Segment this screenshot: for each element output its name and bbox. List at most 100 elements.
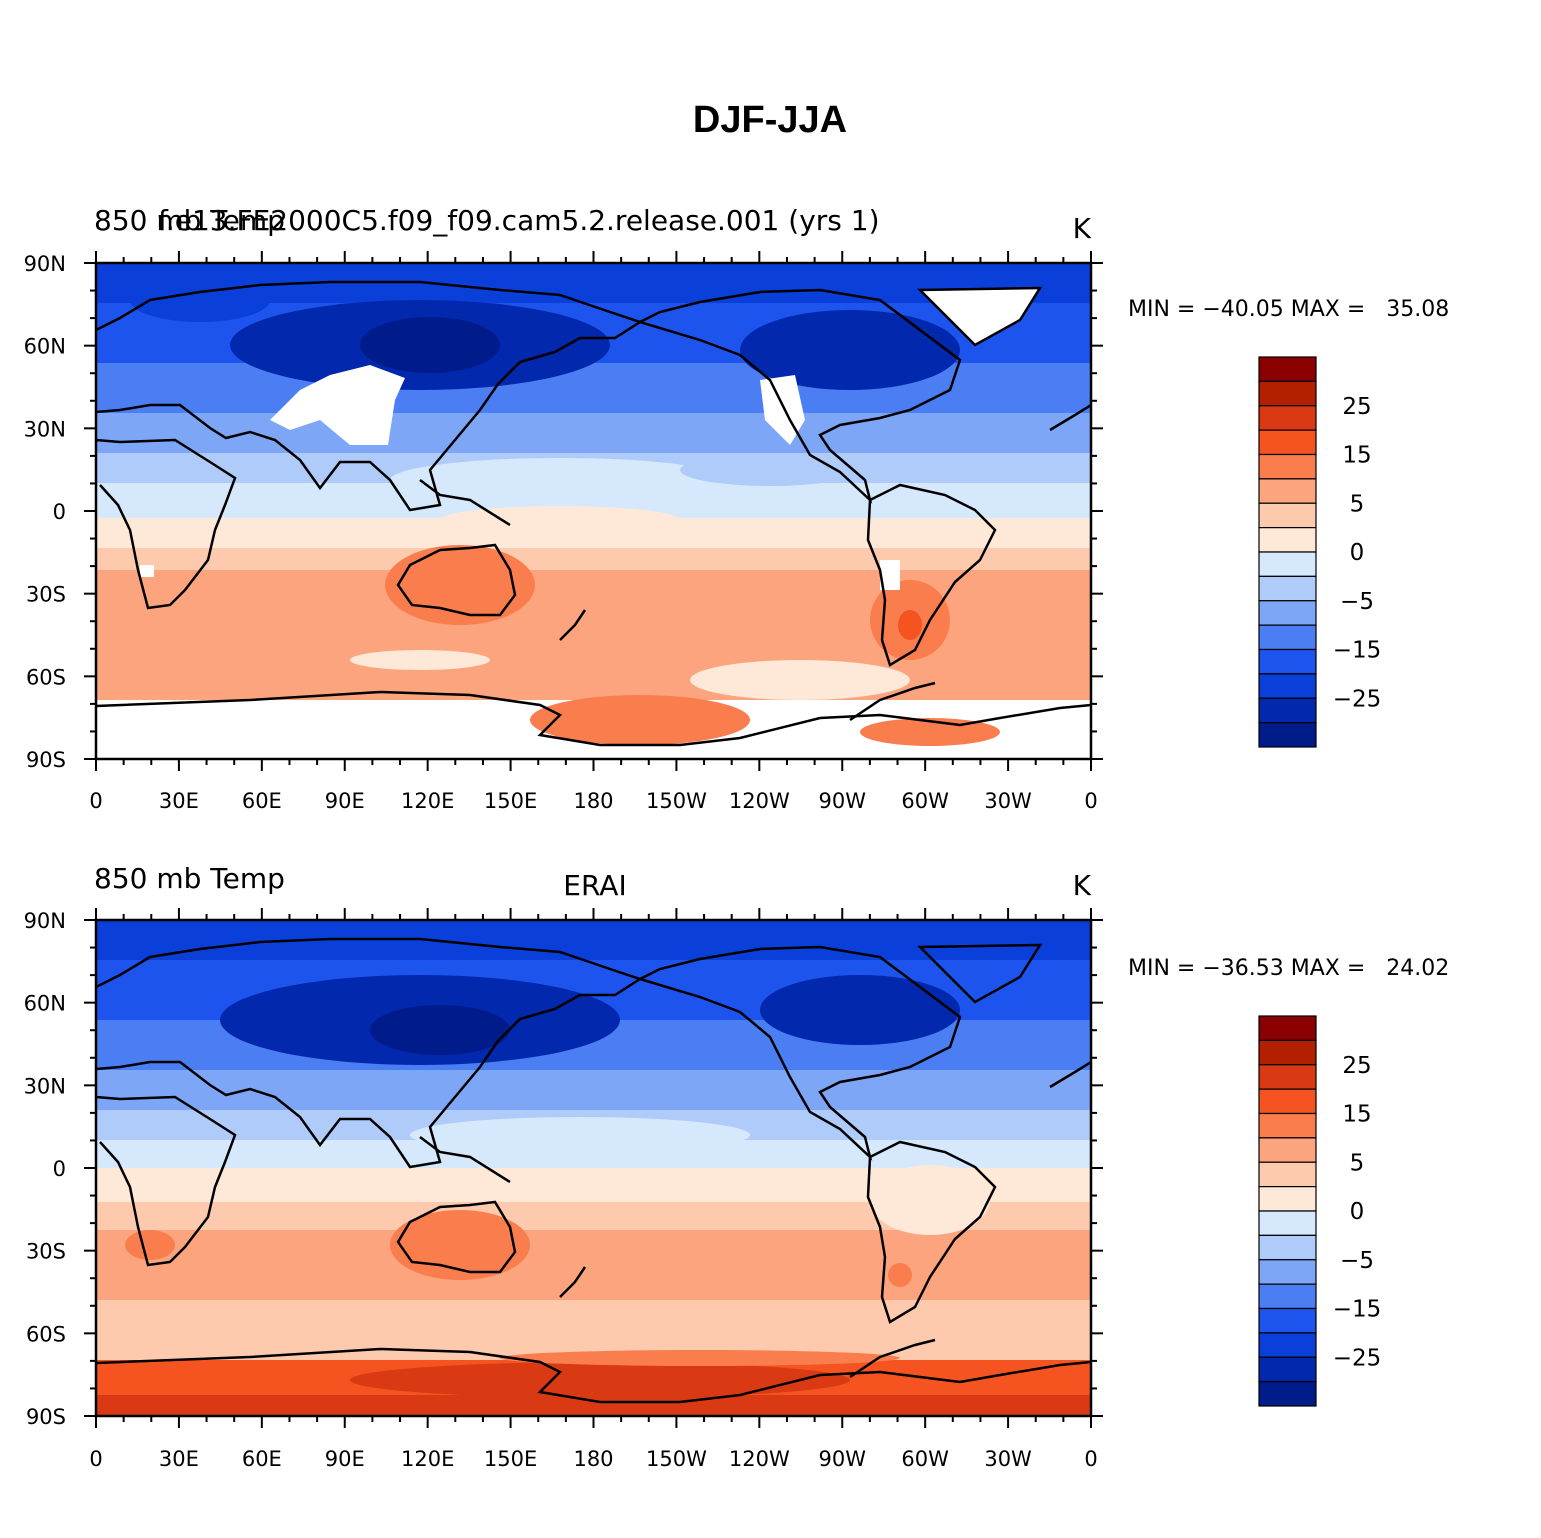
colorbar-swatch [1258, 1210, 1317, 1236]
panel-obs-lat-labels: 90N 60N 30N 0 30S 60S 90S [24, 909, 66, 1429]
lon-tick-label: 150W [646, 1447, 707, 1471]
lon-tick-label: 150E [484, 789, 537, 813]
lon-tick-label: 180 [573, 1447, 613, 1471]
lat-tick-label: 30N [24, 417, 66, 441]
panel-model-left-label: 850 mb Temp [94, 204, 285, 237]
colorbar-swatch [1258, 551, 1317, 577]
colorbar-swatch [1258, 1307, 1317, 1334]
colorbar-label: 5 [1350, 491, 1365, 517]
colorbar-swatch [1258, 1088, 1317, 1115]
lon-tick-label: 90E [325, 1447, 365, 1471]
lat-tick-label: 60S [26, 665, 66, 689]
panel-model-lat-labels: 90N 60N 30N 0 30S 60S 90S [24, 252, 66, 772]
colorbar-label: 5 [1350, 1150, 1365, 1176]
colorbar-swatch [1258, 722, 1317, 748]
lon-tick-label: 120E [401, 789, 454, 813]
panel-model-center-label: f.e13.FE2000C5.f09_f09.cam5.2.release.00… [158, 204, 880, 237]
colorbar-label: −5 [1340, 1248, 1374, 1274]
panel-obs-center-label: ERAI [563, 869, 626, 902]
colorbar-swatch [1258, 648, 1317, 675]
colorbar-swatch [1258, 1283, 1317, 1310]
panel-model-units: K [1073, 212, 1092, 245]
colorbar-swatch [1258, 624, 1317, 651]
lat-tick-label: 30N [24, 1074, 66, 1098]
colorbar-swatch [1258, 1356, 1317, 1383]
colorbar-swatch [1258, 1064, 1317, 1090]
panel-obs-coastlines [96, 937, 1091, 1404]
lon-tick-label: 0 [1084, 789, 1097, 813]
panel-obs-colorbar: 25 15 5 0 −5 −15 −25 [1258, 1015, 1382, 1407]
lat-tick-label: 90N [24, 909, 66, 933]
panel-model-min-max: MIN = −40.05 MAX = 35.08 [1128, 297, 1449, 322]
colorbar-swatch [1258, 1039, 1317, 1066]
lat-tick-label: 0 [53, 500, 66, 524]
lon-tick-label: 90E [325, 789, 365, 813]
lon-tick-label: 0 [89, 789, 102, 813]
lat-tick-label: 90N [24, 252, 66, 276]
panel-obs-units: K [1073, 869, 1092, 902]
lon-tick-label: 0 [89, 1447, 102, 1471]
lon-tick-label: 90W [819, 789, 867, 813]
lon-tick-label: 150W [646, 789, 707, 813]
panel-obs: 850 mb Temp ERAI K [24, 862, 1450, 1471]
panel-model-field [96, 263, 1091, 759]
lon-tick-label: 60E [242, 1447, 282, 1471]
lat-tick-label: 90S [26, 748, 66, 772]
colorbar-swatch [1258, 697, 1317, 724]
lon-tick-label: 30W [984, 789, 1032, 813]
lat-tick-label: 90S [26, 1405, 66, 1429]
lon-tick-label: 30E [159, 789, 199, 813]
lon-tick-label: 60W [901, 1447, 949, 1471]
colorbar-swatch [1258, 478, 1317, 504]
lat-tick-label: 60N [24, 335, 66, 359]
colorbar-label: 0 [1350, 540, 1365, 566]
lon-tick-label: 120W [729, 789, 790, 813]
colorbar-swatch [1258, 1186, 1317, 1212]
panel-model: 850 mb Temp f.e13.FE2000C5.f09_f09.cam5.… [24, 204, 1450, 813]
lon-tick-label: 30W [984, 1447, 1032, 1471]
colorbar-swatch [1258, 575, 1317, 602]
colorbar-swatch [1258, 527, 1317, 553]
panel-obs-lon-labels: 0 30E 60E 90E 120E 150E 180 150W 120W 90W 60W 30W 0 [89, 1447, 1097, 1471]
colorbar-swatch [1258, 1161, 1317, 1188]
colorbar-swatch [1258, 453, 1317, 480]
colorbar-swatch [1258, 1381, 1317, 1407]
colorbar-swatch [1258, 1137, 1317, 1163]
colorbar-label: −5 [1340, 589, 1374, 615]
colorbar-swatch [1258, 600, 1317, 626]
panel-obs-ticks [84, 908, 1103, 1428]
panel-model-ticks [84, 251, 1103, 771]
lat-tick-label: 60S [26, 1322, 66, 1346]
colorbar-label: 25 [1342, 1053, 1371, 1079]
lon-tick-label: 30E [159, 1447, 199, 1471]
panel-model-coastlines [96, 280, 1091, 747]
colorbar-swatch [1258, 356, 1317, 382]
colorbar-label: −15 [1333, 638, 1382, 664]
colorbar-label: 15 [1342, 443, 1371, 469]
panel-model-lon-labels: 0 30E 60E 90E 120E 150E 180 150W 120W 90W 60W 30W 0 [89, 789, 1097, 813]
colorbar-swatch [1258, 1332, 1317, 1358]
colorbar-label: −25 [1333, 686, 1382, 712]
lon-tick-label: 90W [819, 1447, 867, 1471]
colorbar-label: 0 [1350, 1199, 1365, 1225]
lon-tick-label: 0 [1084, 1447, 1097, 1471]
colorbar-label: −15 [1333, 1297, 1382, 1323]
figure-title: DJF-JJA [693, 99, 847, 141]
colorbar-swatch [1258, 1112, 1317, 1139]
colorbar-swatch [1258, 502, 1317, 529]
colorbar-swatch [1258, 1259, 1317, 1285]
lon-tick-label: 120E [401, 1447, 454, 1471]
lat-tick-label: 30S [26, 1240, 66, 1264]
colorbar-label: −25 [1333, 1345, 1382, 1371]
colorbar-swatch [1258, 673, 1317, 699]
colorbar-swatch [1258, 1015, 1317, 1041]
lon-tick-label: 150E [484, 1447, 537, 1471]
panel-model-colorbar: 25 15 5 0 −5 −15 −25 [1258, 356, 1382, 748]
lat-tick-label: 0 [53, 1157, 66, 1181]
colorbar-swatch [1258, 380, 1317, 407]
lon-tick-label: 180 [573, 789, 613, 813]
lon-tick-label: 60W [901, 789, 949, 813]
colorbar-swatch [1258, 405, 1317, 431]
colorbar-swatch [1258, 1234, 1317, 1261]
